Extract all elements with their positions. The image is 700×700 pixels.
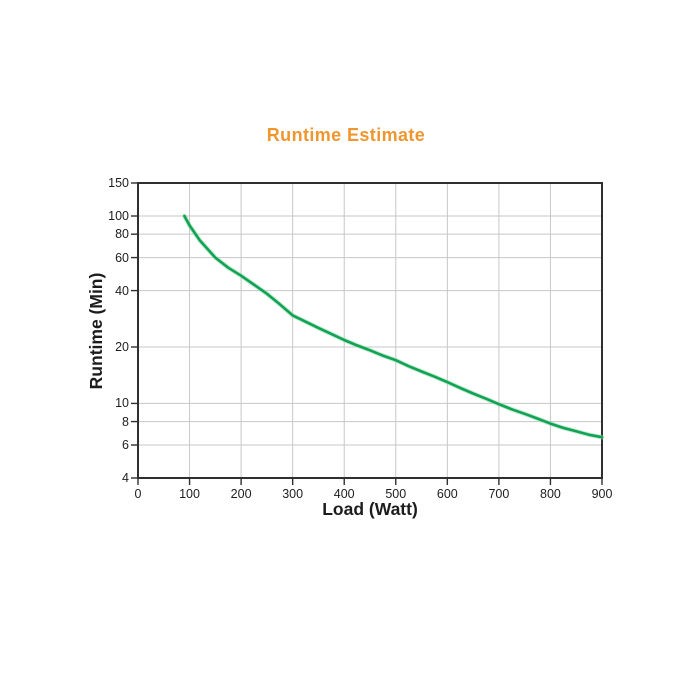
y-tick-label: 100 — [108, 209, 129, 223]
runtime-curve-halo — [182, 213, 605, 440]
runtime-curve — [183, 214, 604, 439]
chart-title: Runtime Estimate — [266, 125, 426, 145]
x-tick-label: 0 — [134, 487, 142, 501]
x-tick-label: 700 — [488, 487, 510, 501]
x-tick-label: 300 — [282, 487, 304, 501]
y-tick-label: 60 — [115, 250, 129, 265]
x-tick-label: 200 — [230, 487, 252, 501]
y-tick-label: 40 — [115, 283, 129, 298]
plot-border — [137, 182, 603, 479]
y-tick-label: 10 — [115, 396, 129, 411]
x-tick-label: 400 — [333, 487, 355, 501]
y-tick-label: 6 — [122, 437, 129, 452]
y-tick-label: 8 — [122, 414, 129, 429]
x-tick-label: 100 — [179, 487, 200, 501]
x-axis-title: Load (Watt) — [322, 499, 418, 519]
y-tick-label: 4 — [122, 471, 129, 485]
x-tick-label: 500 — [385, 487, 407, 501]
x-tick-label: 900 — [591, 487, 613, 501]
x-tick-label: 800 — [540, 487, 561, 501]
x-tick-label: 600 — [436, 487, 458, 501]
y-tick-label: 20 — [115, 340, 129, 354]
y-tick-label: 150 — [108, 176, 129, 190]
y-tick-label: 80 — [115, 227, 129, 242]
